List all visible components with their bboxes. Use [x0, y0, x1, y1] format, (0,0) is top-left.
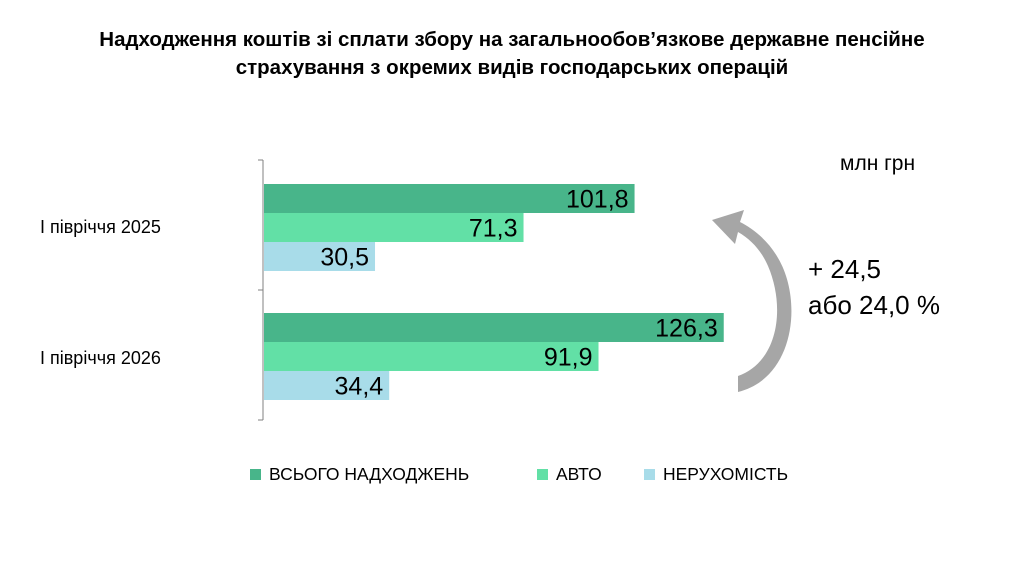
data-label-realty-1: 34,4	[335, 373, 384, 401]
data-label-total-1: 126,3	[655, 315, 718, 343]
growth-arrow	[712, 210, 792, 392]
data-label-auto-1: 91,9	[544, 344, 593, 372]
change-percent-label: або 24,0 %	[808, 290, 940, 320]
category-label-2025: I півріччя 2025	[40, 217, 161, 237]
chart-title: Надходження коштів зі сплати збору на за…	[0, 26, 1024, 82]
legend-swatch-total	[250, 469, 261, 480]
legend-swatch-auto	[537, 469, 548, 480]
legend-item-total: ВСЬОГО НАДХОДЖЕНЬ	[250, 464, 469, 485]
change-absolute-label: + 24,5	[808, 254, 882, 284]
legend-label-auto: АВТО	[556, 464, 602, 484]
data-label-auto-0: 71,3	[469, 215, 518, 243]
bar-total-1	[264, 313, 724, 342]
bar-auto-1	[264, 342, 599, 371]
legend-label-total: ВСЬОГО НАДХОДЖЕНЬ	[269, 464, 470, 484]
bar-total-0	[264, 184, 635, 213]
bar-auto-0	[264, 213, 524, 242]
legend-item-realty: НЕРУХОМІСТЬ	[644, 464, 788, 485]
data-label-realty-0: 30,5	[320, 244, 369, 272]
bar-realty-0	[264, 242, 376, 271]
bar-realty-1	[264, 371, 390, 400]
legend-item-auto: АВТО	[537, 464, 602, 485]
title-line-1: Надходження коштів зі сплати збору на за…	[99, 28, 925, 51]
legend-swatch-realty	[644, 469, 655, 480]
data-label-total-0: 101,8	[566, 186, 629, 214]
legend-label-realty: НЕРУХОМІСТЬ	[663, 464, 789, 484]
category-label-2026: I півріччя 2026	[40, 348, 161, 368]
unit-label: млн грн	[840, 152, 916, 175]
title-line-2: страхування з окремих видів господарськи…	[235, 56, 789, 79]
